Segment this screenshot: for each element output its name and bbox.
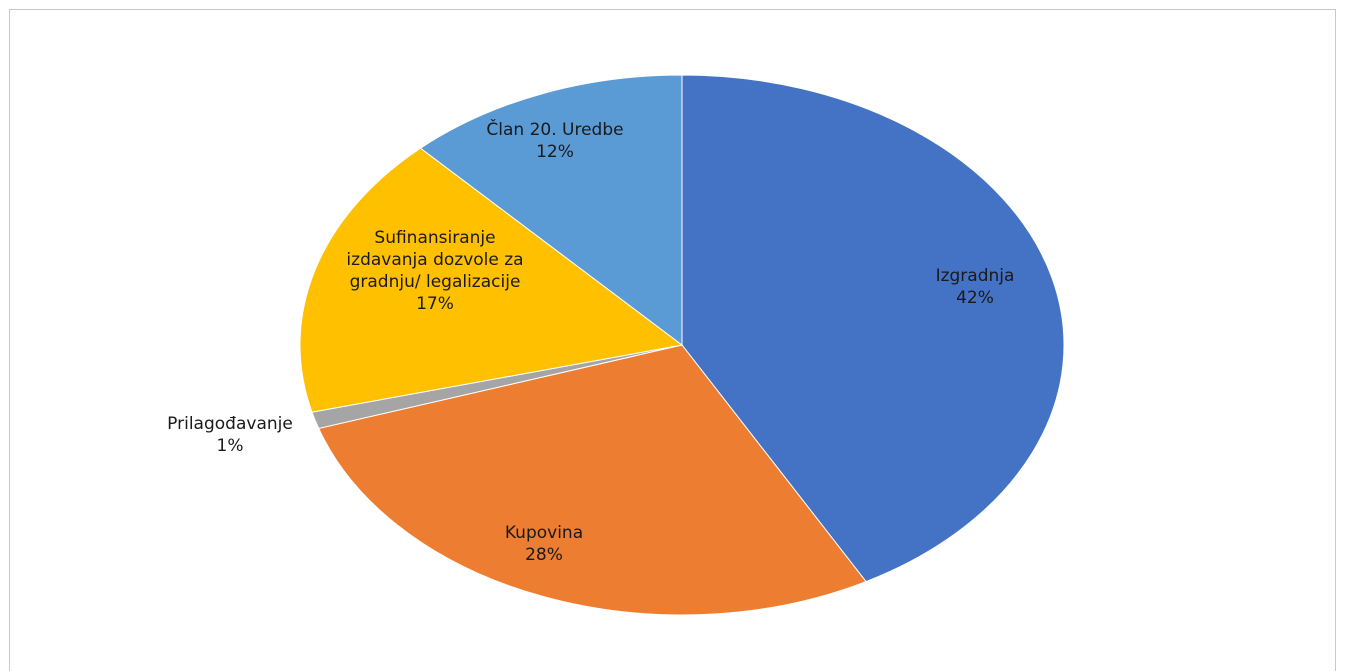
pie-slice-kupovina <box>317 344 867 616</box>
slice-percent-label: 17% <box>416 294 454 314</box>
pie-slice-izgradnja <box>681 74 1065 583</box>
slice-percent-label: 12% <box>536 142 574 162</box>
slice-name-label: izdavanja dozvole za <box>346 250 523 270</box>
pie-slice-sufinansiranje-izdavanja <box>299 147 684 413</box>
slice-percent-label: 28% <box>525 545 563 565</box>
slice-name-label: Član 20. Uredbe <box>486 118 623 140</box>
slice-label-2: Prilagođavanje 1% <box>167 414 293 456</box>
slice-name-label: Prilagođavanje <box>167 414 293 434</box>
pie-slices <box>299 74 1065 616</box>
slice-percent-label: 42% <box>956 288 994 308</box>
slice-name-label: Kupovina <box>505 523 583 543</box>
slice-label-1: Kupovina 28% <box>505 523 583 565</box>
slice-percent-label: 1% <box>217 436 244 456</box>
slice-label-4: Član 20. Uredbe 12% <box>486 118 623 162</box>
slice-label-0: Izgradnja 42% <box>936 266 1015 308</box>
slice-name-label: Sufinansiranje <box>374 228 495 248</box>
slice-name-label: gradnju/ legalizacije <box>350 272 521 292</box>
pie-slice-član-20 <box>419 74 683 347</box>
slice-label-3: Sufinansiranje izdavanja dozvole za gradnj… <box>346 228 523 314</box>
pie-data-labels: Izgradnja 42% Kupovina 28% Prilagođavanje 1% S… <box>167 118 1014 565</box>
slice-name-label: Izgradnja <box>936 266 1015 286</box>
